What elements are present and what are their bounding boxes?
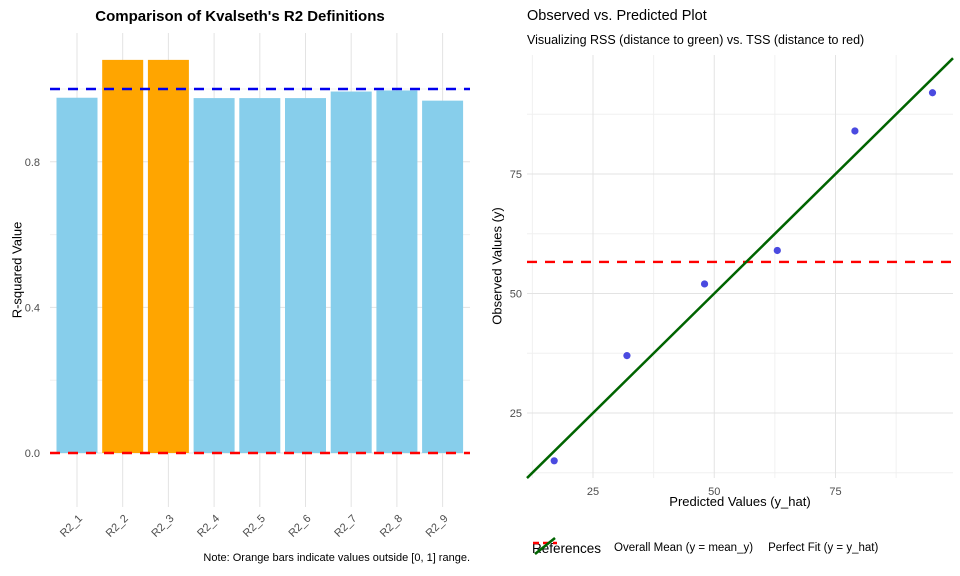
bar-R2_6 (285, 98, 326, 453)
data-point (851, 127, 859, 135)
scatter-x-axis-title: Predicted Values (y_hat) (669, 494, 811, 509)
bar-chart-panel: 0.0 0.4 0.8 R2_1 R2_2 R2_3 R2_4 R2_5 R2_6 R2_7 R2_… (9, 8, 470, 564)
x-tick-label: 50 (708, 486, 720, 498)
data-point (700, 280, 709, 288)
bar-R2_1 (56, 97, 98, 454)
legend: References Overall Mean (y = mean_y) Per… (532, 535, 893, 561)
legend-entry-mean: Overall Mean (y = mean_y) (533, 541, 754, 554)
x-tick-label: R2_4 (195, 513, 222, 540)
x-tick-label: R2_3 (149, 513, 176, 540)
scatter-y-axis-title: Observed Values (y) (489, 207, 505, 325)
legend-label-mean: Overall Mean (y = mean_y) (614, 542, 754, 554)
bar-R2_2 (102, 59, 144, 453)
legend-label-fit: Perfect Fit (y = y_hat) (768, 542, 879, 554)
bar-chart-caption: Note: Orange bars indicate values outsid… (203, 552, 470, 564)
x-tick-label: R2_2 (104, 513, 131, 540)
x-tick-label: 25 (587, 486, 599, 498)
scatter-plot-svg: 25 50 75 25 50 75 (510, 55, 954, 498)
y-tick-label: 50 (510, 289, 522, 301)
y-tick-label: 25 (510, 408, 522, 420)
x-tick-label: R2_8 (378, 513, 405, 540)
dashed-line-swatch-icon (533, 541, 557, 545)
bar-R2_4 (193, 98, 235, 453)
bar-chart-y-axis-title: R-squared Value (9, 221, 25, 319)
scatter-plot-subtitle: Visualizing RSS (distance to green) vs. … (527, 33, 865, 47)
data-point (623, 352, 631, 360)
x-tick-label: R2_7 (332, 513, 359, 540)
data-point (773, 246, 781, 255)
data-point (928, 89, 937, 97)
bar-chart-title: Comparison of Kvalseth's R2 Definitions (95, 8, 385, 25)
x-tick-label: R2_5 (241, 513, 268, 540)
y-tick-label: 0.4 (25, 302, 40, 314)
x-tick-label: R2_6 (287, 513, 314, 540)
perfect-fit-line (526, 57, 954, 479)
bar-R2_7 (330, 91, 372, 453)
bar-R2_9 (422, 100, 464, 453)
legend-entry-fit: Perfect Fit (y = y_hat) (534, 536, 879, 556)
x-tick-label: R2_9 (424, 513, 451, 540)
bar-R2_5 (239, 98, 281, 453)
y-tick-label: 0.8 (25, 157, 40, 169)
bar-R2_3 (147, 59, 189, 453)
x-tick-label: R2_1 (58, 513, 85, 540)
y-tick-label: 0.0 (25, 448, 40, 460)
y-tick-label: 75 (510, 169, 522, 181)
bar-chart-svg: 0.0 0.4 0.8 R2_1 R2_2 R2_3 R2_4 R2_5 R2_6 R2_7 R2_… (25, 33, 470, 540)
bar-R2_8 (376, 90, 418, 454)
x-tick-label: 75 (829, 486, 841, 498)
scatter-plot-title: Observed vs. Predicted Plot (527, 8, 707, 24)
data-point (550, 457, 558, 465)
diagonal-line-swatch-icon (534, 536, 556, 556)
scatter-plot-panel: 25 50 75 25 50 75 Observed vs. Predicted Plot… (480, 0, 960, 576)
